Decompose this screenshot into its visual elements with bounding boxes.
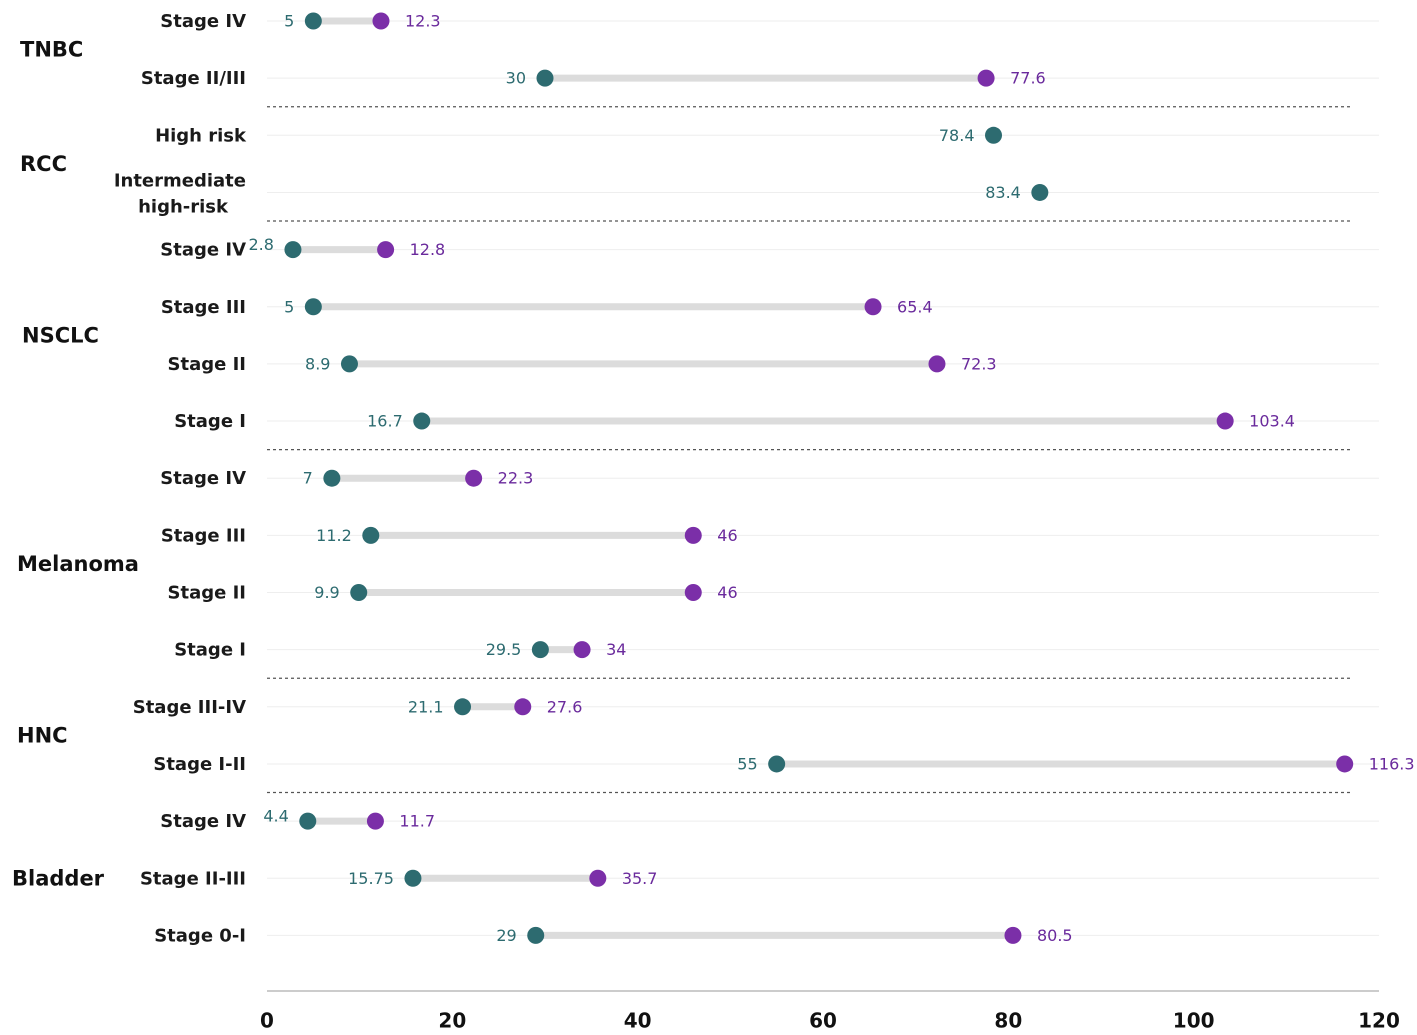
- start-value-label: 21.1: [408, 697, 444, 716]
- row-label: Stage IV: [160, 240, 246, 261]
- end-value-label: 77.6: [1010, 69, 1046, 88]
- row-label: Stage IV: [160, 468, 246, 489]
- end-point: [366, 812, 384, 830]
- row-label: Stage I: [174, 411, 246, 432]
- end-value-label: 103.4: [1249, 412, 1295, 431]
- group-label: Bladder: [12, 866, 105, 890]
- start-point: [985, 126, 1003, 144]
- group-label: TNBC: [20, 38, 83, 62]
- start-value-label: 11.2: [316, 526, 352, 545]
- end-point: [589, 869, 607, 887]
- row-label: Stage IV: [160, 11, 246, 32]
- end-value-label: 12.3: [405, 12, 441, 31]
- row-label: High risk: [155, 125, 247, 146]
- end-value-label: 116.3: [1369, 754, 1415, 773]
- end-point: [1004, 926, 1022, 944]
- group-label: Melanoma: [17, 552, 139, 576]
- row-label: Stage IV: [160, 811, 246, 832]
- end-value-label: 80.5: [1037, 926, 1073, 945]
- start-value-label: 15.75: [348, 869, 394, 888]
- end-point: [514, 698, 532, 716]
- group-label: HNC: [17, 723, 68, 747]
- start-value-label: 7: [303, 469, 313, 488]
- start-value-label: 2.8: [248, 235, 273, 254]
- group-label: RCC: [20, 152, 67, 176]
- end-value-label: 72.3: [961, 354, 997, 373]
- end-point: [684, 584, 702, 601]
- x-tick-label: 0: [260, 1009, 274, 1033]
- start-point: [323, 469, 341, 487]
- start-point: [299, 812, 317, 830]
- start-point: [527, 926, 545, 944]
- start-value-label: 5: [284, 12, 294, 31]
- end-value-label: 34: [606, 640, 626, 659]
- start-point: [1031, 183, 1049, 201]
- end-value-label: 35.7: [622, 869, 658, 888]
- x-tick-label: 120: [1358, 1009, 1400, 1033]
- group-label: NSCLC: [22, 323, 99, 347]
- row-label: Intermediate: [114, 170, 246, 191]
- row-label: Stage III: [161, 297, 246, 318]
- row-label: Stage III-IV: [133, 697, 246, 718]
- end-point: [928, 355, 946, 373]
- start-point: [304, 298, 322, 316]
- row-label: Stage 0-I: [154, 925, 246, 946]
- start-point: [768, 755, 786, 773]
- start-value-label: 55: [737, 754, 757, 773]
- start-point: [340, 355, 358, 373]
- end-value-label: 27.6: [547, 697, 583, 716]
- start-value-label: 30: [506, 69, 526, 88]
- start-value-label: 83.4: [985, 183, 1021, 202]
- end-point: [684, 526, 702, 544]
- x-tick-label: 100: [1173, 1009, 1215, 1033]
- start-point: [304, 12, 322, 30]
- start-value-label: 16.7: [367, 412, 403, 431]
- row-label: Stage II-III: [140, 868, 246, 889]
- row-label: high-risk: [138, 196, 229, 217]
- end-value-label: 46: [717, 583, 737, 602]
- start-point: [284, 241, 302, 259]
- start-value-label: 29: [496, 926, 516, 945]
- end-point: [465, 469, 483, 487]
- x-tick-label: 40: [624, 1009, 652, 1033]
- row-label: Stage I: [174, 640, 246, 661]
- row-label: Stage I-II: [153, 754, 246, 775]
- end-value-label: 65.4: [897, 297, 933, 316]
- x-tick-label: 20: [438, 1009, 466, 1033]
- row-label: Stage II: [168, 354, 246, 375]
- end-point: [864, 298, 882, 316]
- end-point: [1336, 755, 1354, 773]
- end-value-label: 22.3: [498, 469, 534, 488]
- start-value-label: 4.4: [263, 807, 288, 826]
- start-value-label: 9.9: [314, 583, 339, 602]
- row-label: Stage II/III: [141, 68, 246, 89]
- start-point: [536, 69, 554, 87]
- start-point: [362, 526, 380, 544]
- start-value-label: 29.5: [486, 640, 522, 659]
- start-value-label: 5: [284, 297, 294, 316]
- end-value-label: 12.8: [410, 240, 446, 259]
- start-point: [531, 641, 549, 659]
- start-point: [350, 584, 368, 601]
- start-value-label: 8.9: [305, 354, 330, 373]
- start-value-label: 78.4: [939, 126, 975, 145]
- start-point: [454, 698, 472, 716]
- end-point: [1216, 412, 1234, 430]
- row-label: Stage III: [161, 525, 246, 546]
- x-tick-label: 60: [809, 1009, 837, 1033]
- end-point: [573, 641, 591, 659]
- start-point: [404, 869, 422, 887]
- end-point: [977, 69, 995, 87]
- end-value-label: 11.7: [399, 812, 435, 831]
- start-point: [413, 412, 431, 430]
- end-point: [372, 12, 390, 30]
- end-point: [377, 241, 395, 259]
- row-label: Stage II: [168, 583, 246, 604]
- x-tick-label: 80: [994, 1009, 1022, 1033]
- end-value-label: 46: [717, 526, 737, 545]
